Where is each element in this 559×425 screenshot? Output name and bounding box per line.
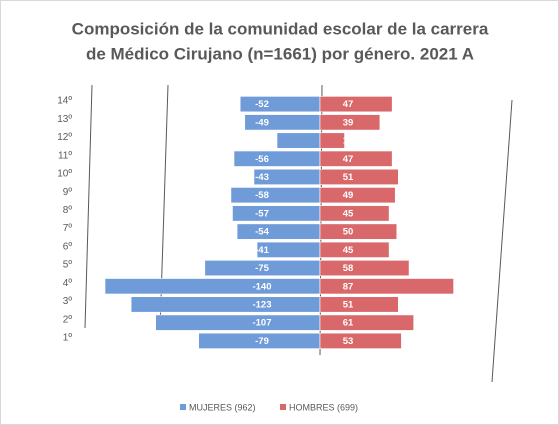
value-label: -75 (255, 263, 269, 274)
category-label: 11º (58, 150, 72, 161)
category-label: 5º (63, 260, 73, 271)
category-label: 8º (63, 205, 73, 216)
bar (319, 259, 410, 277)
value-label: 58 (343, 263, 354, 274)
bar (319, 205, 390, 222)
value-label: -49 (255, 117, 269, 128)
chart-title: de Médico Cirujano (n=1661) por género. … (86, 44, 474, 63)
bar (236, 223, 321, 240)
category-label: 6º (63, 241, 73, 252)
bar (155, 314, 321, 331)
bar (319, 187, 396, 204)
bar (319, 296, 399, 313)
value-label: 47 (343, 154, 354, 165)
bar (319, 96, 393, 113)
value-label: -107 (252, 318, 271, 329)
category-label: 12º (57, 132, 72, 143)
value-label: -54 (255, 227, 269, 238)
legend-swatch (180, 404, 186, 410)
category-label: 3º (63, 296, 73, 307)
category-label: 4º (63, 278, 73, 289)
category-label: 14º (57, 96, 72, 107)
legend-swatch (280, 404, 286, 410)
value-label: 87 (343, 281, 354, 292)
bar (233, 150, 321, 167)
value-label: 47 (343, 99, 354, 110)
category-label: 13º (57, 114, 72, 125)
bar (319, 114, 381, 131)
value-label: 45 (343, 208, 354, 219)
value-label: 53 (343, 336, 354, 347)
bar (319, 150, 393, 167)
value-label: 45 (343, 245, 354, 256)
bar (104, 278, 321, 295)
value-label: -58 (255, 190, 269, 201)
category-label: 9º (63, 187, 73, 198)
frame-line (491, 99, 513, 383)
value-label: -123 (252, 299, 271, 310)
bar (319, 223, 398, 240)
value-label: 61 (343, 318, 354, 329)
bar (319, 241, 390, 258)
bar (232, 205, 321, 222)
legend-label: MUJERES (962) (189, 402, 256, 412)
value-label: -52 (255, 99, 269, 110)
legend-label: HOMBRES (699) (289, 402, 358, 412)
frame-line (84, 84, 93, 329)
bar (319, 314, 414, 331)
value-label: -41 (255, 245, 269, 256)
bar (319, 278, 454, 295)
bar (319, 168, 399, 186)
value-label: -43 (255, 172, 269, 183)
value-label: 50 (343, 227, 354, 238)
category-label: 10º (57, 169, 72, 180)
category-label: 2º (63, 314, 73, 325)
bar (276, 132, 321, 149)
value-label: -56 (255, 154, 269, 165)
value-label: -79 (255, 336, 269, 347)
value-label: -28 (255, 136, 269, 147)
value-label: 51 (343, 299, 354, 310)
category-label: 7º (63, 223, 73, 234)
bar (230, 187, 321, 204)
value-label: 49 (343, 190, 354, 201)
bar (319, 132, 345, 149)
value-label: -140 (252, 281, 271, 292)
bar (319, 332, 402, 349)
value-label: 16 (343, 136, 354, 147)
chart-title: Composición de la comunidad escolar de l… (72, 19, 489, 38)
value-label: 39 (343, 117, 354, 128)
value-label: -57 (255, 208, 269, 219)
value-label: 51 (343, 172, 354, 183)
bar (130, 296, 321, 313)
category-label: 1º (63, 333, 73, 344)
bar (239, 96, 321, 113)
